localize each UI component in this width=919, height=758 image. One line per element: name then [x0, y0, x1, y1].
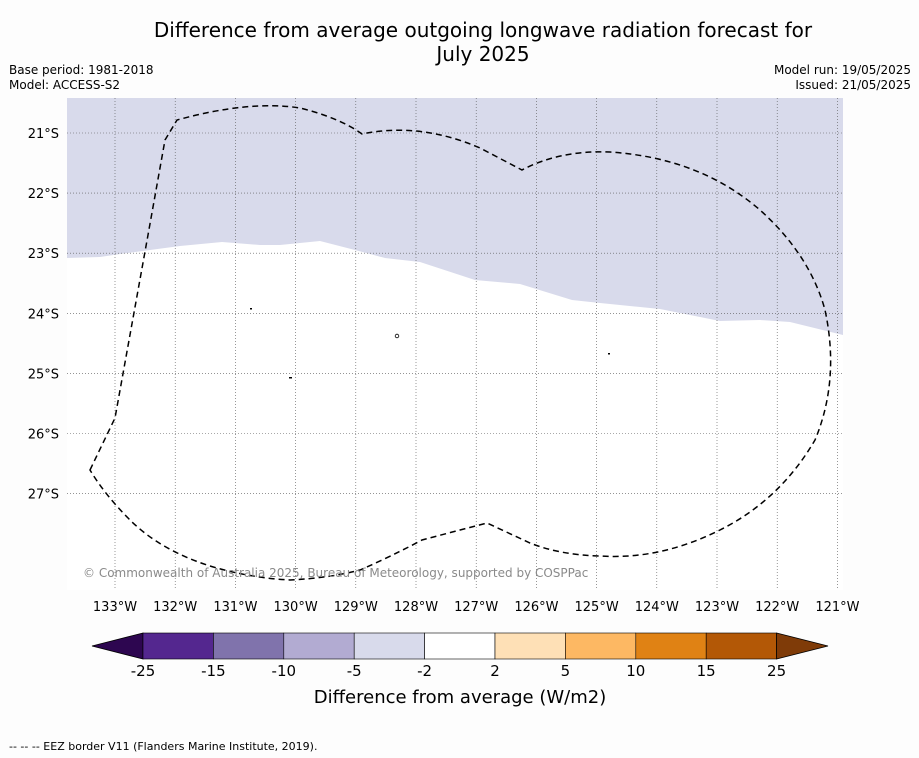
colorbar-tick-label: -15	[201, 662, 226, 680]
colorbar-tick-label: -25	[131, 662, 156, 680]
longitude-label: 128°W	[394, 600, 438, 615]
latitude-label: 22°S	[28, 187, 59, 202]
colorbar-segment	[424, 632, 496, 660]
map-speck	[250, 308, 252, 310]
title-line-1: Difference from average outgoing longwav…	[153, 18, 813, 42]
colorbar-tick-label: -5	[347, 662, 362, 680]
latitude-label: 26°S	[28, 428, 59, 443]
colorbar-tick-label: 2	[490, 662, 500, 680]
longitude-label: 124°W	[635, 600, 679, 615]
colorbar-segment	[565, 632, 637, 660]
issued-date: Issued: 21/05/2025	[795, 78, 911, 92]
forecast-map: © Commonwealth of Australia 2025, Bureau…	[28, 98, 860, 708]
map-area	[67, 98, 843, 590]
metadata-right: Model run: 19/05/2025 Issued: 21/05/2025	[774, 63, 911, 93]
latitude-label: 24°S	[28, 307, 59, 322]
longitude-label: 129°W	[334, 600, 378, 615]
longitude-label: 123°W	[695, 600, 739, 615]
colorbar-extend-low	[91, 632, 144, 660]
copyright-notice: © Commonwealth of Australia 2025, Bureau…	[83, 566, 588, 580]
colorbar-tick-label: -2	[417, 662, 432, 680]
colorbar-tick-label: 25	[767, 662, 786, 680]
colorbar-ticks: -25 -15 -10 -5 -2 2 5 10 15 25	[131, 662, 786, 680]
latitude-label: 21°S	[28, 127, 59, 142]
colorbar-segment	[213, 632, 285, 660]
longitude-label: 127°W	[454, 600, 498, 615]
colorbar-segment	[283, 632, 355, 660]
graticule	[67, 98, 843, 590]
longitude-label: 133°W	[93, 600, 137, 615]
longitude-label: 121°W	[815, 600, 859, 615]
colorbar-segment	[353, 632, 425, 660]
title-line-2: July 2025	[436, 42, 530, 66]
base-period: Base period: 1981-2018	[9, 63, 154, 77]
colorbar-tick-label: 10	[626, 662, 645, 680]
colorbar	[91, 632, 829, 660]
longitude-label: 131°W	[213, 600, 257, 615]
longitude-labels: 133°W 132°W 131°W 130°W 129°W 128°W 127°W 126°W…	[93, 600, 860, 615]
latitude-label: 23°S	[28, 247, 59, 262]
model-run: Model run: 19/05/2025	[773, 63, 911, 77]
eez-legend-note: -- -- -- EEZ border V11 (Flanders Marine…	[9, 740, 318, 753]
latitude-labels: 21°S 22°S 23°S 24°S 25°S 26°S 27°S	[28, 127, 59, 503]
map-speck	[289, 377, 292, 379]
model-name: Model: ACCESS-S2	[9, 78, 121, 92]
colorbar-tick-label: 15	[697, 662, 716, 680]
colorbar-tick-label: -10	[272, 662, 297, 680]
longitude-label: 130°W	[274, 600, 318, 615]
latitude-label: 25°S	[28, 367, 59, 382]
map-title: Difference from average outgoing longwav…	[0, 18, 919, 66]
latitude-label: 27°S	[28, 488, 59, 503]
longitude-label: 122°W	[755, 600, 799, 615]
longitude-label: 132°W	[153, 600, 197, 615]
colorbar-tick-label: 5	[561, 662, 571, 680]
colorbar-segment	[142, 632, 214, 660]
longitude-label: 125°W	[575, 600, 619, 615]
eez-border	[89, 105, 832, 581]
metadata-left: Base period: 1981-2018 Model: ACCESS-S2	[9, 63, 154, 93]
colorbar-extend-high	[776, 632, 829, 660]
map-speck	[608, 353, 610, 355]
colorbar-label: Difference from average (W/m2)	[314, 687, 606, 708]
map-speck	[394, 333, 400, 339]
colorbar-segment	[705, 632, 777, 660]
colorbar-segment	[494, 632, 566, 660]
longitude-label: 126°W	[514, 600, 558, 615]
colorbar-segment	[635, 632, 707, 660]
